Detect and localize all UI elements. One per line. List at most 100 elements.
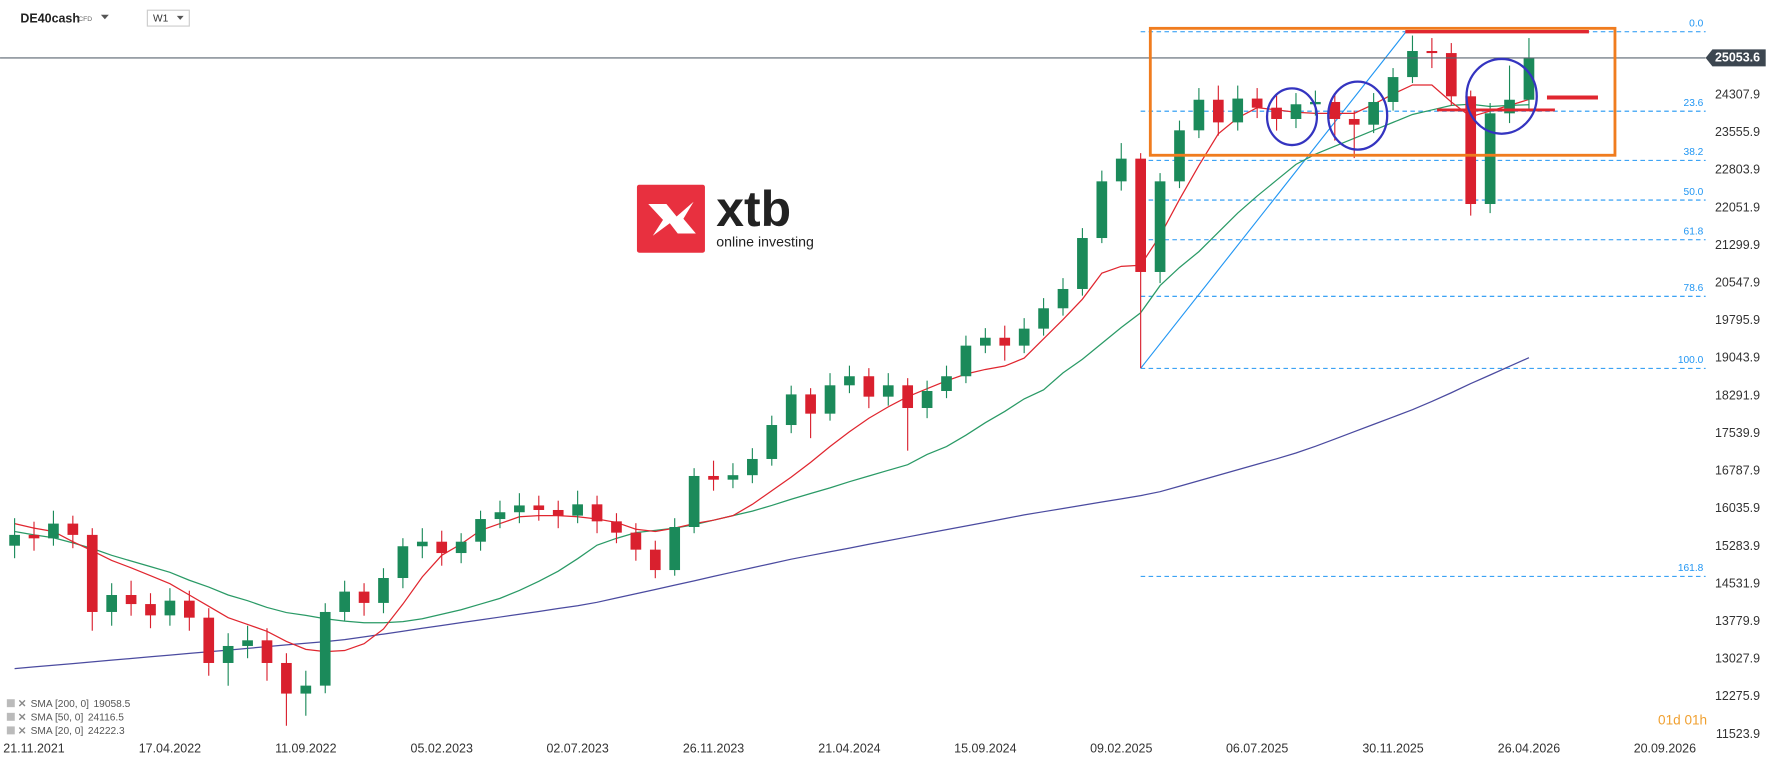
candle-body: [1445, 53, 1457, 97]
candle-body: [941, 376, 952, 392]
candle-body: [67, 523, 79, 535]
y-tick-label: 20547.9: [1715, 276, 1760, 290]
candle-body: [591, 504, 603, 522]
pattern-circle: [1327, 80, 1389, 151]
timeframe-dropdown[interactable]: [176, 15, 184, 20]
candle-body: [1271, 107, 1282, 119]
candle-body: [1484, 113, 1496, 205]
candle-body: [921, 391, 933, 409]
legend-value: 24222.3: [88, 726, 125, 737]
x-tick-label: 05.02.2023: [411, 741, 473, 755]
legend-name: SMA [50, 0]: [31, 712, 84, 723]
candle-body: [1135, 158, 1146, 272]
candle-body: [183, 600, 195, 618]
candle-body: [572, 504, 583, 516]
candle-body: [28, 534, 40, 539]
candle-body: [475, 519, 486, 542]
fib-level-label: 50.0: [1684, 187, 1704, 198]
candle-body: [747, 458, 758, 476]
candle-body: [300, 685, 312, 694]
legend-entry: SMA [50, 0] 24116.5: [31, 712, 125, 723]
y-tick-label: 13027.9: [1715, 652, 1760, 666]
candle-body: [145, 604, 156, 616]
fib-level-label: 61.8: [1684, 227, 1704, 238]
instrument-type: CFD: [78, 16, 92, 23]
x-tick-label: 21.11.2021: [3, 741, 64, 755]
legend-remove-icon: [18, 713, 26, 721]
legend-name: SMA [20, 0]: [31, 726, 84, 737]
candle-body: [1368, 101, 1379, 125]
current-price-label: 25053.6: [1715, 51, 1760, 65]
candle-body: [708, 475, 719, 480]
candle-body: [106, 595, 118, 612]
sma-line: [14, 103, 1529, 624]
y-tick-label: 16787.9: [1715, 464, 1760, 478]
logo-name: xtb: [716, 181, 791, 237]
candle-body: [805, 394, 816, 414]
candle-body: [1096, 181, 1108, 239]
candle-body: [86, 534, 98, 612]
range-box: [1148, 26, 1617, 157]
candle-body: [1115, 158, 1127, 182]
candle-body: [999, 337, 1011, 346]
candle-body: [1310, 101, 1321, 105]
fib-level-label: 0.0: [1689, 19, 1703, 30]
candle-body: [552, 509, 564, 516]
candle-body: [9, 534, 20, 546]
candle-body: [980, 337, 991, 346]
candle-body: [125, 595, 137, 605]
legend-name: SMA [200, 0]: [31, 698, 89, 709]
x-tick-label: 02.07.2023: [546, 741, 608, 755]
fib-level-label: 161.8: [1678, 563, 1704, 574]
y-tick-label: 14531.9: [1715, 576, 1760, 590]
candle-body: [319, 611, 331, 686]
candle-body: [48, 523, 59, 539]
x-tick-label: 21.04.2024: [818, 741, 880, 755]
candle-body: [1232, 98, 1244, 123]
candle-body: [1154, 181, 1166, 272]
pattern-circle: [1465, 57, 1538, 135]
candle-body: [1018, 328, 1030, 346]
legend-icon: [6, 726, 15, 735]
legend-icon: [6, 712, 15, 721]
candle-body: [844, 376, 855, 386]
candle-body: [455, 541, 467, 554]
timeframe-box[interactable]: [146, 9, 190, 27]
candle-body: [339, 591, 350, 612]
candle-body: [824, 385, 836, 414]
time-left: 01d 01h: [1658, 712, 1707, 727]
legend-icon: [6, 699, 15, 708]
candle-body: [494, 512, 506, 520]
candle-body: [1212, 99, 1224, 123]
candle-body: [203, 617, 215, 663]
pattern-circle: [1265, 87, 1319, 147]
x-tick-label: 26.04.2026: [1498, 741, 1560, 755]
candle-body: [416, 541, 428, 547]
symbol-dropdown[interactable]: [100, 14, 109, 20]
y-tick-label: 18291.9: [1715, 388, 1760, 402]
legend-entry: SMA [200, 0] 19058.5: [31, 698, 131, 709]
candle-body: [281, 662, 292, 694]
candle-body: [902, 385, 914, 409]
candle-body: [1426, 51, 1438, 54]
fib-level-label: 38.2: [1684, 147, 1704, 158]
candle-body: [1329, 101, 1341, 119]
symbol[interactable]: DE40cash: [20, 12, 80, 26]
legend-value: 24116.5: [88, 712, 124, 723]
candle-body: [649, 549, 661, 571]
current-price-box: [1705, 49, 1766, 67]
y-tick-label: 22051.9: [1715, 200, 1760, 214]
timeframe[interactable]: W1: [153, 13, 169, 24]
candle-body: [514, 505, 525, 513]
candle-body: [1057, 288, 1069, 309]
candle-body: [1038, 308, 1049, 329]
y-tick-label: 19043.9: [1715, 351, 1760, 365]
candle-body: [669, 526, 681, 571]
x-tick-label: 11.09.2022: [275, 741, 336, 755]
candle-body: [785, 394, 797, 426]
candle-body: [533, 505, 545, 510]
candle-body: [1407, 51, 1418, 78]
